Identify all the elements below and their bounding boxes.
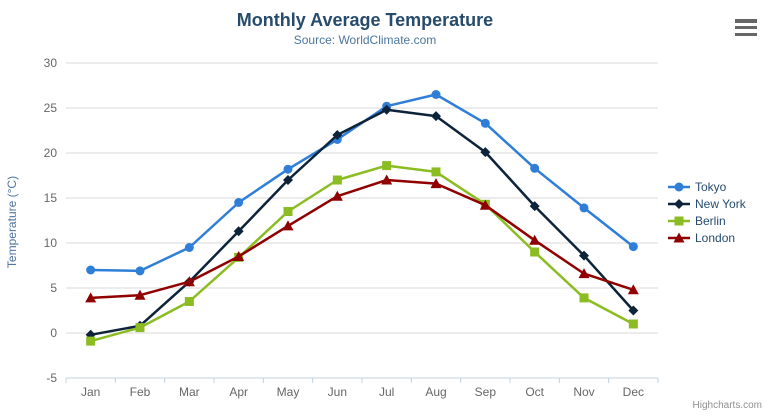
data-point-marker[interactable] [579,293,589,303]
y-axis-tick-label: 30 [44,56,58,70]
series-line-berlin [89,164,635,343]
legend-marker-icon [668,182,690,191]
legend-item-label: Berlin [695,213,726,228]
data-point-marker[interactable] [381,174,393,185]
data-point-marker[interactable] [332,175,342,185]
data-point-marker[interactable] [332,130,343,140]
data-point-marker[interactable] [579,250,589,261]
data-point-marker[interactable] [234,198,244,207]
hamburger-menu-icon[interactable] [735,19,757,36]
highcharts-credit[interactable]: Highcharts.com [692,400,762,411]
legend-marker-icon [668,232,690,242]
data-point-marker[interactable] [282,220,294,231]
legend-marker-icon [668,198,690,209]
hamburger-bar [735,32,757,36]
data-point-marker[interactable] [480,147,491,158]
y-axis-tick-label: 5 [50,281,57,295]
data-point-marker[interactable] [135,266,145,276]
data-point-marker[interactable] [86,336,96,346]
data-point-marker[interactable] [430,178,442,189]
data-point-marker[interactable] [381,104,392,115]
y-axis-tick-label: 20 [44,146,58,160]
x-axis-tick-label: Aug [425,385,446,399]
hamburger-bar [735,19,757,23]
x-axis-tick-label: Sep [475,385,497,399]
data-point-marker[interactable] [479,199,491,210]
hamburger-bar [735,25,757,30]
legend-item-label: Tokyo [695,179,727,194]
y-axis-tick-label: 10 [44,236,58,250]
x-axis-tick-label: Feb [130,385,151,399]
x-axis-tick-label: Jan [81,385,100,399]
data-point-marker[interactable] [431,90,441,99]
data-point-marker[interactable] [184,297,194,306]
legend-marker-icon [668,216,690,225]
legend-item-tokyo[interactable]: Tokyo [668,178,746,195]
data-point-marker[interactable] [233,251,245,261]
data-point-marker[interactable] [579,203,589,213]
legend-item-london[interactable]: London [668,229,746,246]
series-london [85,174,639,303]
data-point-marker[interactable] [628,319,638,329]
series-line-tokyo [89,93,635,273]
series-new-york [85,104,639,340]
data-point-marker[interactable] [283,207,293,216]
data-point-marker[interactable] [184,243,194,252]
data-point-marker[interactable] [627,284,639,295]
data-point-marker[interactable] [530,247,540,257]
data-point-marker[interactable] [431,167,441,177]
legend-item-berlin[interactable]: Berlin [668,212,746,229]
legend-item-new-york[interactable]: New York [668,195,746,212]
data-point-marker[interactable] [331,190,343,201]
y-axis-tick-label: 15 [44,191,58,205]
data-point-marker[interactable] [382,161,392,171]
data-point-marker[interactable] [431,111,441,122]
x-axis-tick-label: Dec [623,385,644,399]
data-point-marker[interactable] [480,118,490,128]
y-axis-tick-label: 0 [50,326,57,340]
chart-subtitle: Source: WorldClimate.com [293,33,437,47]
y-axis-tick-label: -5 [46,371,57,385]
x-axis-tick-label: Oct [525,385,544,399]
y-axis-tick-label: 25 [44,101,58,115]
data-point-marker[interactable] [86,265,96,275]
data-point-marker[interactable] [134,289,146,300]
data-point-marker[interactable] [283,164,293,174]
x-axis-tick-label: Jul [379,385,394,399]
data-point-marker[interactable] [85,292,97,303]
series-line-london [89,178,635,300]
data-point-marker[interactable] [530,163,540,173]
legend-item-label: London [695,230,736,245]
data-point-marker[interactable] [628,305,639,316]
data-point-marker[interactable] [183,276,195,287]
x-axis-tick-label: Apr [229,385,248,399]
data-point-marker[interactable] [233,226,244,237]
series-tokyo [86,90,638,276]
legend: Tokyo New York Berlin London [668,178,746,246]
data-point-marker[interactable] [529,201,540,212]
x-axis-tick-label: Nov [573,385,594,399]
data-point-marker[interactable] [529,234,541,245]
data-point-marker[interactable] [283,175,293,185]
data-point-marker[interactable] [628,242,638,252]
data-point-marker[interactable] [135,323,145,333]
x-axis-tick-label: Jun [328,385,347,399]
x-axis-tick-label: May [277,385,300,399]
series-line-new-york [89,108,635,337]
chart-title: Monthly Average Temperature [236,10,494,30]
legend-item-label: New York [695,196,746,211]
x-axis-tick-label: Mar [179,385,200,399]
y-axis-title: Temperature (°C) [5,175,19,269]
data-point-marker[interactable] [578,268,590,279]
